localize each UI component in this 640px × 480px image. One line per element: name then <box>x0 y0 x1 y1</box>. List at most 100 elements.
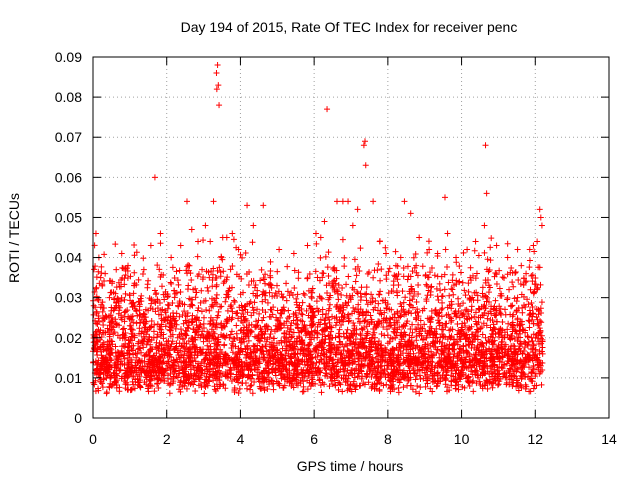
data-point <box>360 142 367 149</box>
data-point <box>140 255 147 262</box>
data-point <box>465 280 472 287</box>
data-point <box>170 357 177 364</box>
data-point <box>274 347 281 354</box>
data-point <box>376 388 383 395</box>
data-point <box>287 353 294 360</box>
data-point <box>464 349 471 356</box>
data-point <box>487 257 494 264</box>
data-point <box>427 284 434 291</box>
data-point <box>399 350 406 357</box>
data-point <box>318 389 325 396</box>
data-point <box>352 383 359 390</box>
data-point <box>302 332 309 339</box>
data-point <box>531 281 538 288</box>
data-point <box>316 376 323 383</box>
data-point <box>160 317 167 324</box>
data-point <box>202 356 209 363</box>
data-point <box>446 357 453 364</box>
data-point <box>167 333 174 340</box>
data-point <box>345 198 352 205</box>
data-point <box>227 364 234 371</box>
y-tick-label: 0.06 <box>55 169 82 185</box>
data-point <box>136 301 143 308</box>
data-point <box>99 305 106 312</box>
data-point <box>228 328 235 335</box>
data-point <box>299 299 306 306</box>
data-point <box>94 345 101 352</box>
data-point <box>402 371 409 378</box>
data-point <box>317 294 324 301</box>
data-point <box>346 292 353 299</box>
data-point <box>284 288 291 295</box>
data-point <box>456 335 463 342</box>
data-point <box>395 351 402 358</box>
data-point <box>234 355 241 362</box>
data-point <box>268 326 275 333</box>
data-point <box>190 286 197 293</box>
data-point <box>428 348 435 355</box>
data-point <box>371 329 378 336</box>
data-point <box>211 362 218 369</box>
data-point <box>210 303 217 310</box>
data-point <box>278 291 285 298</box>
data-point <box>537 281 544 288</box>
data-point <box>391 314 398 321</box>
data-point <box>226 367 233 374</box>
data-point <box>462 292 469 299</box>
data-point <box>412 316 419 323</box>
data-point <box>291 284 298 291</box>
data-point <box>444 304 451 311</box>
data-point <box>158 345 165 352</box>
data-point <box>197 380 204 387</box>
data-point <box>439 339 446 346</box>
data-point <box>213 70 220 77</box>
data-point <box>390 288 397 295</box>
data-point <box>349 284 356 291</box>
data-point <box>301 361 308 368</box>
data-point <box>409 321 416 328</box>
data-point <box>456 263 463 270</box>
data-point <box>265 370 272 377</box>
data-point <box>177 326 184 333</box>
data-point <box>357 332 364 339</box>
data-point <box>248 382 255 389</box>
data-point <box>404 318 411 325</box>
data-point <box>395 389 402 396</box>
data-point <box>203 363 210 370</box>
data-point <box>530 362 537 369</box>
data-point <box>161 296 168 303</box>
data-point <box>395 352 402 359</box>
data-point <box>260 274 267 281</box>
data-point <box>531 352 538 359</box>
data-point <box>145 361 152 368</box>
data-point <box>437 358 444 365</box>
data-point <box>396 344 403 351</box>
data-point <box>224 307 231 314</box>
data-point <box>316 368 323 375</box>
data-point <box>378 330 385 337</box>
data-point <box>170 310 177 317</box>
data-point <box>336 303 343 310</box>
data-point <box>217 269 224 276</box>
data-point <box>413 299 420 306</box>
data-point <box>405 375 412 382</box>
data-point <box>391 386 398 393</box>
data-point <box>377 288 384 295</box>
data-point <box>517 372 524 379</box>
data-point <box>225 288 232 295</box>
x-tick-label: 4 <box>237 431 245 447</box>
data-point <box>199 266 206 273</box>
data-point <box>499 318 506 325</box>
data-point <box>187 359 194 366</box>
data-point <box>317 254 324 261</box>
data-point <box>224 274 231 281</box>
data-point <box>350 358 357 365</box>
data-point <box>168 364 175 371</box>
data-point <box>276 246 283 253</box>
data-point <box>130 381 137 388</box>
data-point <box>450 353 457 360</box>
data-point <box>308 295 315 302</box>
data-point <box>444 263 451 270</box>
data-point <box>261 387 268 394</box>
data-point <box>412 345 419 352</box>
